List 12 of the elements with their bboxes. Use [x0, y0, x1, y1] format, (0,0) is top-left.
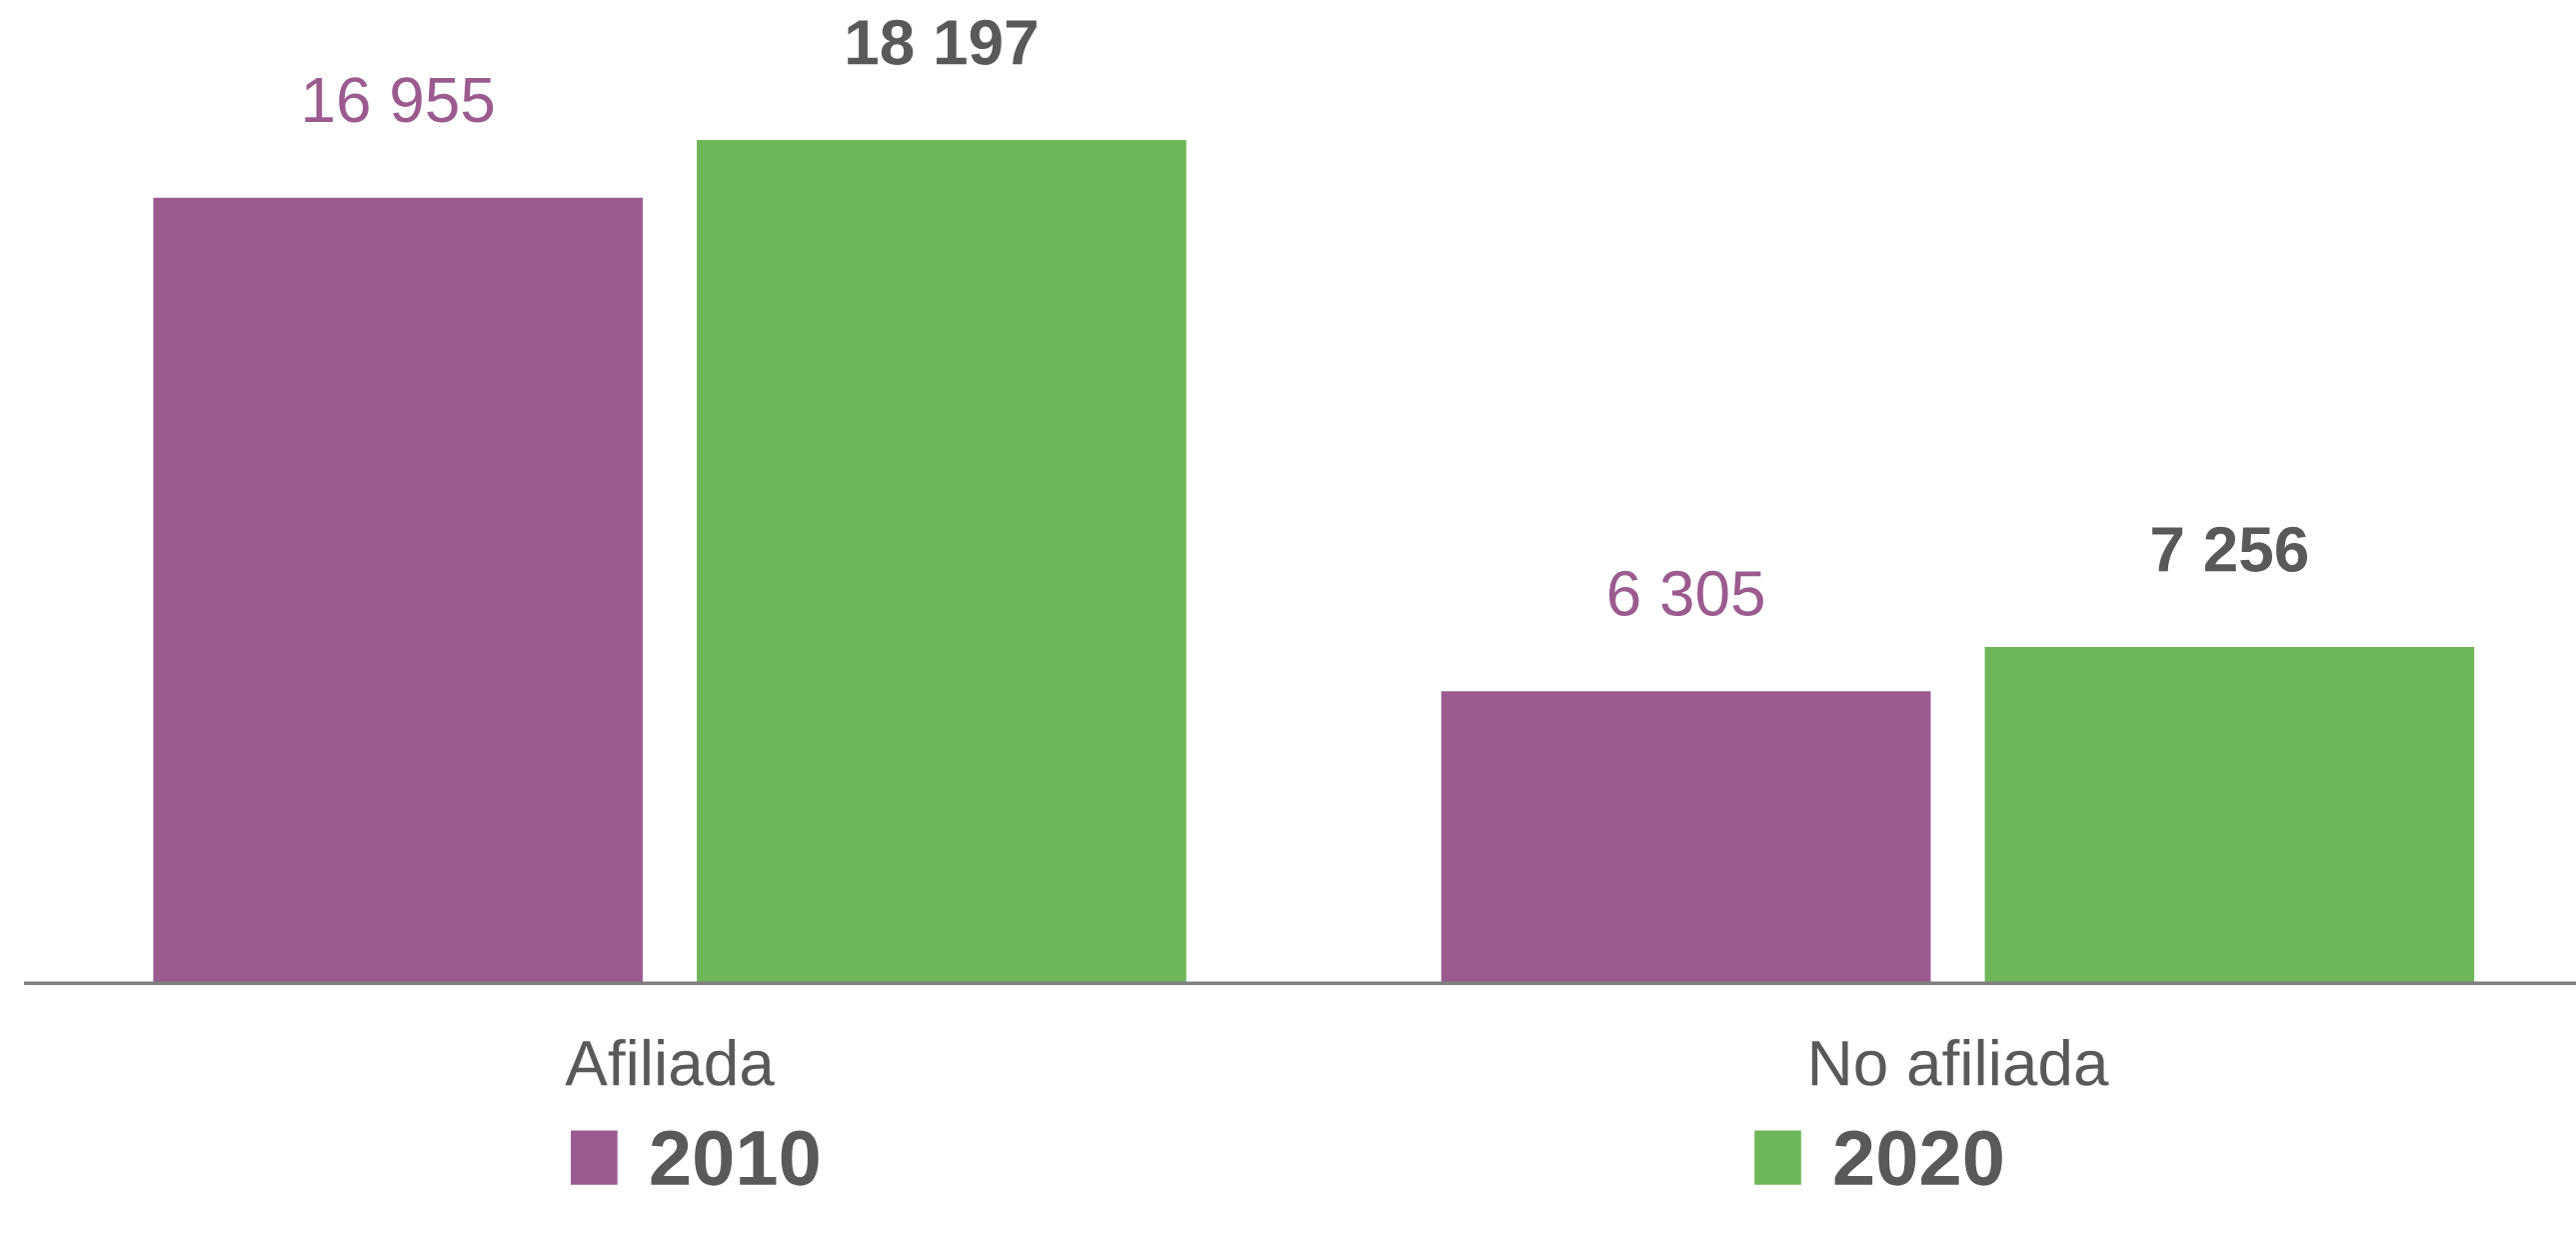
data-label: 16 955	[305, 77, 494, 123]
x-tick-label: Afiliada	[565, 1038, 775, 1086]
data-label: 18 197	[848, 19, 1037, 65]
data-label: 7 256	[2152, 526, 2308, 572]
legend-label: 2020	[1834, 1130, 2002, 1186]
legend-label: 2010	[651, 1130, 819, 1186]
bar	[153, 197, 643, 984]
bar	[1440, 691, 1931, 984]
bar	[1984, 647, 2475, 984]
data-label: 6 305	[1608, 570, 1763, 617]
bar	[697, 140, 1187, 984]
x-tick-label: No afiliada	[1811, 1038, 2109, 1086]
